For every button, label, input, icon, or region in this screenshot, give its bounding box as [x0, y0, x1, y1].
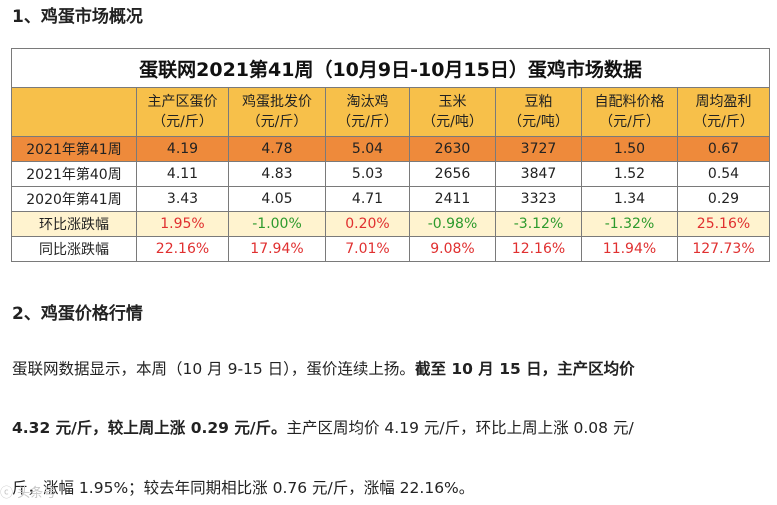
- column-header: 周均盈利 （元/斤）: [677, 87, 770, 137]
- table-cell: 0.54: [677, 161, 770, 187]
- table-cell: 2411: [409, 186, 496, 212]
- table-row: 2021年第41周 4.19 4.78 5.04 2630 3727 1.50 0.67: [11, 136, 770, 162]
- table-cell: 1.50: [581, 136, 678, 162]
- watermark: ⓒ 头条号: [0, 486, 57, 501]
- table-title: 蛋联网2021第41周（10月9日-10月15日）蛋鸡市场数据: [11, 48, 770, 88]
- table-cell: 4.83: [228, 161, 326, 187]
- column-header-name: 自配料价格: [594, 94, 665, 110]
- column-header-unit: （元/斤）: [599, 114, 660, 130]
- column-header-unit: （元/斤）: [152, 114, 213, 130]
- table-cell: 127.73%: [677, 236, 770, 262]
- table-cell: 11.94%: [581, 236, 678, 262]
- egg-market-table: 蛋联网2021第41周（10月9日-10月15日）蛋鸡市场数据 主产区蛋价 （元/…: [11, 48, 770, 262]
- table-cell: 5.03: [325, 161, 410, 187]
- paragraph-text: 蛋联网数据显示，本周（10 月 9-15 日），蛋价连续上扬。: [12, 360, 415, 378]
- section-heading-price-trend: 2、鸡蛋价格行情: [12, 304, 143, 324]
- paragraph-line-2: 4.32 元/斤，较上周上涨 0.29 元/斤。主产区周均价 4.19 元/斤，…: [12, 416, 772, 438]
- table-cell: 17.94%: [228, 236, 326, 262]
- table-cell: 4.78: [228, 136, 326, 162]
- row-label: 同比涨跌幅: [11, 236, 137, 262]
- table-cell: 9.08%: [409, 236, 496, 262]
- column-header-name: 鸡蛋批发价: [242, 94, 312, 110]
- column-header: 豆粕 （元/吨）: [495, 87, 582, 137]
- row-label: 2021年第41周: [11, 136, 137, 162]
- column-header-name: 淘汰鸡: [346, 94, 389, 110]
- paragraph-text: 主产区周均价 4.19 元/斤，环比上周上涨 0.08 元/: [286, 419, 634, 437]
- column-header-name: 玉米: [438, 94, 467, 110]
- table-cell: 12.16%: [495, 236, 582, 262]
- table-cell: 25.16%: [677, 211, 770, 237]
- table-cell: -0.98%: [409, 211, 496, 237]
- paragraph-line-1: 蛋联网数据显示，本周（10 月 9-15 日），蛋价连续上扬。截至 10 月 1…: [12, 357, 772, 379]
- table-row: 2020年第41周 3.43 4.05 4.71 2411 3323 1.34 0.29: [11, 186, 770, 212]
- table-cell: 4.19: [136, 136, 229, 162]
- table-cell: 4.11: [136, 161, 229, 187]
- table-cell: 4.71: [325, 186, 410, 212]
- column-header: 自配料价格 （元/斤）: [581, 87, 678, 137]
- column-header-unit: （元/斤）: [246, 114, 308, 130]
- paragraph-bold-text: 4.32 元/斤，较上周上涨 0.29 元/斤。: [12, 419, 287, 437]
- table-cell: -1.00%: [228, 211, 326, 237]
- table-cell: 3847: [495, 161, 582, 187]
- table-cell: 1.95%: [136, 211, 229, 237]
- row-label: 2020年第41周: [11, 186, 137, 212]
- paragraph-bold-text: 截至 10 月 15 日，主产区均价: [414, 360, 635, 378]
- column-header: 淘汰鸡 （元/斤）: [325, 87, 410, 137]
- table-cell: 0.20%: [325, 211, 410, 237]
- row-label: 环比涨跌幅: [11, 211, 137, 237]
- table-cell: 2630: [409, 136, 496, 162]
- column-header-name: 主产区蛋价: [147, 94, 218, 110]
- row-label: 2021年第40周: [11, 161, 137, 187]
- table-row: 环比涨跌幅 1.95% -1.00% 0.20% -0.98% -3.12% -1.32% 2…: [11, 211, 770, 237]
- table-cell: 3323: [495, 186, 582, 212]
- table-cell: 1.52: [581, 161, 678, 187]
- table-cell: 3727: [495, 136, 582, 162]
- table-cell: 2656: [409, 161, 496, 187]
- table-cell: 0.29: [677, 186, 770, 212]
- table-row: 同比涨跌幅 22.16% 17.94% 7.01% 9.08% 12.16% 11.94% 1…: [11, 236, 770, 262]
- column-header: 主产区蛋价 （元/斤）: [136, 87, 229, 137]
- column-header-name: 豆粕: [524, 94, 553, 110]
- column-header-unit: （元/吨）: [508, 114, 569, 130]
- table-cell: 5.04: [325, 136, 410, 162]
- table-row: 2021年第40周 4.11 4.83 5.03 2656 3847 1.52 0.54: [11, 161, 770, 187]
- column-header-name: 周均盈利: [695, 94, 752, 110]
- header-blank-cell: [11, 87, 137, 137]
- column-header: 玉米 （元/吨）: [409, 87, 496, 137]
- table-cell: 4.05: [228, 186, 326, 212]
- table-cell: 7.01%: [325, 236, 410, 262]
- table-cell: 22.16%: [136, 236, 229, 262]
- table-cell: 1.34: [581, 186, 678, 212]
- table-cell: -1.32%: [581, 211, 678, 237]
- column-header-unit: （元/斤）: [337, 114, 398, 130]
- paragraph-line-3: 斤，涨幅 1.95%；较去年同期相比涨 0.76 元/斤，涨幅 22.16%。: [12, 479, 475, 497]
- table-cell: 0.67: [677, 136, 770, 162]
- table-cell: 3.43: [136, 186, 229, 212]
- column-header-unit: （元/吨）: [422, 114, 483, 130]
- column-header: 鸡蛋批发价 （元/斤）: [228, 87, 326, 137]
- column-header-unit: （元/斤）: [693, 114, 754, 130]
- section-heading-market-overview: 1、鸡蛋市场概况: [12, 7, 143, 27]
- table-cell: -3.12%: [495, 211, 582, 237]
